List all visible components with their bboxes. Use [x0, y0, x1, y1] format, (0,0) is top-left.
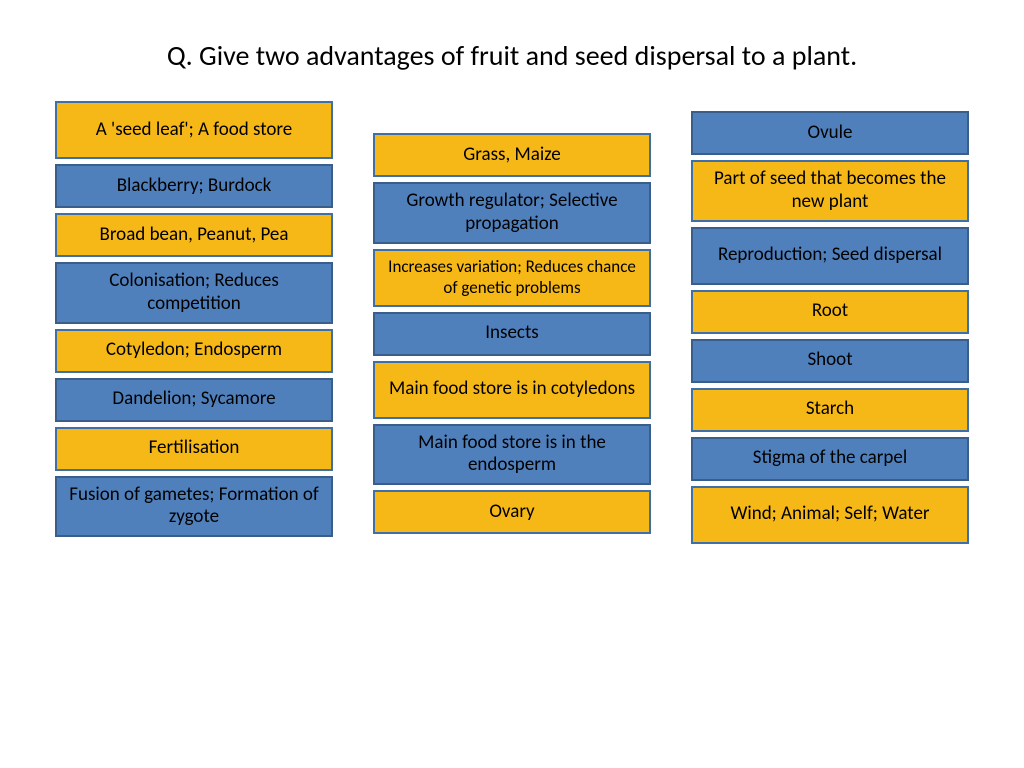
- answer-tile[interactable]: Grass, Maize: [373, 133, 651, 177]
- answer-tile[interactable]: Increases variation; Reduces chance of g…: [373, 249, 651, 307]
- answer-tile[interactable]: Part of seed that becomes the new plant: [691, 160, 969, 222]
- answer-tile[interactable]: Fertilisation: [55, 427, 333, 471]
- answer-tile[interactable]: Ovule: [691, 111, 969, 155]
- column-2: Grass, Maize Growth regulator; Selective …: [373, 133, 651, 544]
- column-3: Ovule Part of seed that becomes the new p…: [691, 111, 969, 544]
- answer-tile[interactable]: Cotyledon; Endosperm: [55, 329, 333, 373]
- answer-tile[interactable]: Dandelion; Sycamore: [55, 378, 333, 422]
- answer-tile[interactable]: Blackberry; Burdock: [55, 164, 333, 208]
- answer-tile[interactable]: Growth regulator; Selective propagation: [373, 182, 651, 244]
- answer-tile[interactable]: Fusion of gametes; Formation of zygote: [55, 476, 333, 538]
- answer-tile[interactable]: Stigma of the carpel: [691, 437, 969, 481]
- question-title: Q. Give two advantages of fruit and seed…: [0, 0, 1024, 101]
- columns-container: A 'seed leaf'; A food store Blackberry; B…: [0, 101, 1024, 544]
- answer-tile[interactable]: Colonisation; Reduces competition: [55, 262, 333, 324]
- answer-tile[interactable]: Shoot: [691, 339, 969, 383]
- answer-tile[interactable]: Ovary: [373, 490, 651, 534]
- answer-tile[interactable]: Main food store is in cotyledons: [373, 361, 651, 419]
- answer-tile[interactable]: Starch: [691, 388, 969, 432]
- answer-tile[interactable]: Main food store is in the endosperm: [373, 424, 651, 486]
- answer-tile[interactable]: Reproduction; Seed dispersal: [691, 227, 969, 285]
- answer-tile[interactable]: Broad bean, Peanut, Pea: [55, 213, 333, 257]
- answer-tile[interactable]: A 'seed leaf'; A food store: [55, 101, 333, 159]
- answer-tile[interactable]: Insects: [373, 312, 651, 356]
- answer-tile[interactable]: Root: [691, 290, 969, 334]
- column-1: A 'seed leaf'; A food store Blackberry; B…: [55, 101, 333, 544]
- answer-tile[interactable]: Wind; Animal; Self; Water: [691, 486, 969, 544]
